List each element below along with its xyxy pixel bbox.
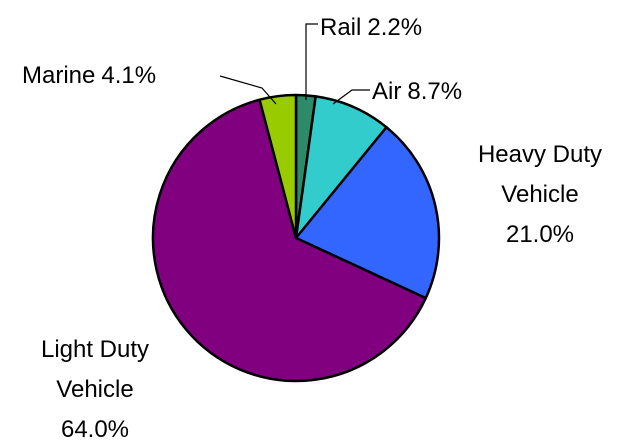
pie-slice bbox=[151, 98, 428, 383]
value-label: 64.0% bbox=[60, 416, 130, 443]
category-label: Air bbox=[372, 78, 402, 105]
value-label: 4.1% bbox=[101, 62, 157, 89]
pie-slice bbox=[294, 125, 441, 300]
category-label: Light Duty Vehicle bbox=[40, 336, 150, 403]
leader-line bbox=[305, 23, 318, 100]
slice-label: Air 8.7% bbox=[372, 72, 462, 112]
value-label: 21.0% bbox=[505, 221, 575, 248]
category-label: Heavy Duty Vehicle bbox=[477, 141, 603, 208]
value-label: 2.2% bbox=[367, 14, 423, 41]
slice-label: Heavy Duty Vehicle 21.0% bbox=[465, 135, 615, 255]
value-label: 8.7% bbox=[407, 78, 463, 105]
pie-slice bbox=[258, 93, 298, 240]
slice-label: Marine 4.1% bbox=[22, 56, 156, 96]
category-label: Rail bbox=[320, 14, 362, 41]
slice-label: Light Duty Vehicle 64.0% bbox=[20, 330, 170, 447]
leader-line bbox=[332, 89, 370, 105]
slice-label: Rail 2.2% bbox=[320, 8, 422, 48]
leader-line bbox=[219, 75, 277, 105]
category-label: Marine bbox=[22, 62, 96, 89]
